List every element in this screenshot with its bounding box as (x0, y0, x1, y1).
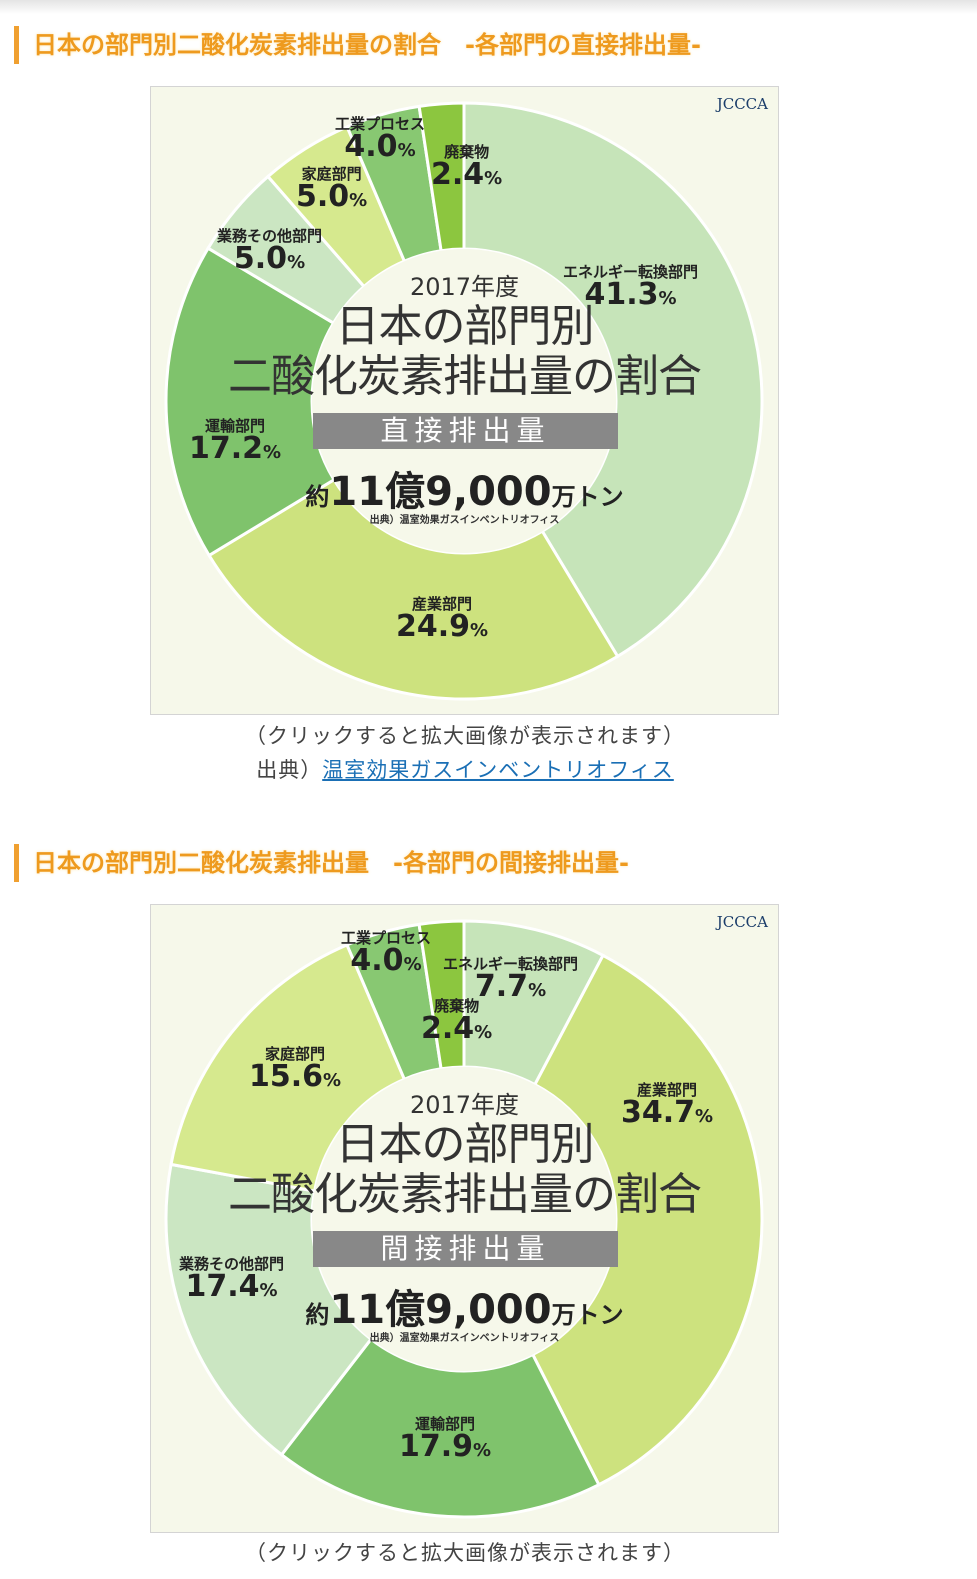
center-text: 2017年度 日本の部門別 二酸化炭素排出量の割合 (151, 1085, 778, 1220)
source-link[interactable]: 温室効果ガスインベントリオフィス (322, 758, 674, 782)
value-label: 7.7% (474, 969, 547, 1004)
year: 2017年度 (409, 273, 520, 301)
donut-hole (312, 1067, 616, 1371)
value-label: 17.4% (185, 1269, 278, 1304)
value-label: 24.9% (396, 609, 489, 644)
value-label: 15.6% (249, 1059, 342, 1094)
label-transport: 運輸部門 17.9% (399, 1415, 492, 1464)
label-household: 家庭部門 5.0% (296, 165, 368, 214)
label-energy: エネルギー転換部門 7.7% (443, 955, 579, 1004)
label-industry: 産業部門 24.9% (396, 595, 489, 644)
label-energy: エネルギー転換部門 41.3% (563, 263, 699, 312)
value-label: 17.9% (399, 1429, 492, 1464)
value-label: 34.7% (621, 1095, 714, 1130)
value-label: 4.0% (344, 129, 416, 164)
label-industrial-process: 工業プロセス 4.0% (335, 115, 426, 164)
source-line: 出典）温室効果ガスインベントリオフィス (256, 758, 674, 782)
chart-title-1: 日本の部門別 (335, 301, 595, 352)
jccca-logo: JCCCA (716, 913, 768, 931)
year: 2017年度 (409, 1091, 520, 1119)
jccca-logo: JCCCA (716, 95, 768, 113)
center-text: 2017年度 日本の部門別 二酸化炭素排出量の割合 (151, 267, 778, 402)
label-household: 家庭部門 15.6% (249, 1045, 342, 1094)
top-bar-shadow (0, 0, 977, 14)
donut-svg (164, 919, 764, 1519)
total-emissions: 約11億9,000万トン (305, 469, 624, 515)
label-industrial-process: 工業プロセス 4.0% (341, 929, 432, 978)
value-label: 5.0% (233, 241, 306, 276)
indirect-emissions-donut-chart[interactable]: JCCCA エネルギー転換部門 7.7% 産業部門 34.7% 運輸部門 17.9% … (150, 904, 779, 1533)
value-label: 4.0% (350, 943, 422, 978)
value-label: 2.4% (421, 1011, 493, 1046)
click-caption: （クリックすると拡大画像が表示されます） (245, 1541, 685, 1565)
label-commercial: 業務その他部門 5.0% (217, 227, 323, 276)
label-waste: 廃棄物 2.4% (421, 997, 493, 1046)
value-label: 17.2% (189, 431, 282, 466)
slice-家庭部門 (169, 942, 407, 1193)
chart-source: 出典）温室効果ガスインベントリオフィス (369, 1333, 560, 1344)
donut-svg (164, 101, 764, 701)
label-waste: 廃棄物 2.4% (431, 143, 503, 192)
emission-type-band: 間接排出量 (313, 1231, 618, 1267)
direct-emissions-donut-chart[interactable]: JCCCA エネルギー転換部門 41.3% 産業部門 24.9% 運輸部門 17.2%… (150, 86, 779, 715)
section-heading-indirect: 日本の部門別二酸化炭素排出量 -各部門の間接排出量- (14, 844, 629, 882)
section-heading-direct: 日本の部門別二酸化炭素排出量の割合 -各部門の直接排出量- (14, 26, 701, 64)
value-label: 41.3% (584, 277, 677, 312)
click-caption: （クリックすると拡大画像が表示されます） (245, 724, 685, 748)
value-label: 5.0% (296, 179, 368, 214)
emission-type-band: 直接排出量 (313, 413, 618, 449)
donut-hole (312, 249, 616, 553)
label-commercial: 業務その他部門 17.4% (179, 1255, 285, 1304)
chart-title-2: 二酸化炭素排出量の割合 (228, 1169, 702, 1220)
label-transport: 運輸部門 17.2% (189, 417, 282, 466)
value-label: 2.4% (431, 157, 503, 192)
chart-title-1: 日本の部門別 (335, 1119, 595, 1170)
chart-title-2: 二酸化炭素排出量の割合 (228, 351, 702, 402)
total-emissions: 約11億9,000万トン (305, 1287, 624, 1333)
chart-source: 出典）温室効果ガスインベントリオフィス (369, 515, 560, 526)
label-industry: 産業部門 34.7% (621, 1081, 714, 1130)
